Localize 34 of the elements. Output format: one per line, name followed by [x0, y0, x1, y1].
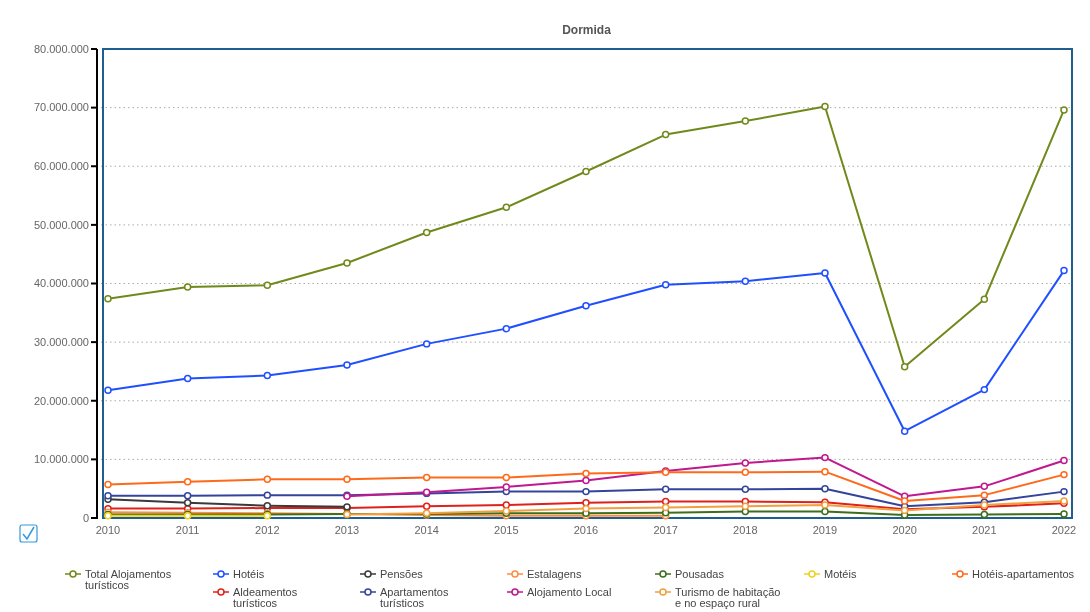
legend-label: Pensões: [380, 568, 424, 580]
y-tick-label: 60.000.000: [33, 160, 89, 173]
x-tick-label: 2013: [334, 524, 360, 536]
legend-label: Turismo de habitação e no espaço rural: [675, 586, 781, 609]
x-tick-label: 2011: [175, 524, 200, 536]
x-tick-label: 2022: [1051, 524, 1077, 536]
legend-label: Hotéis-apartamentos: [972, 568, 1075, 580]
x-tick-label: 2010: [95, 524, 121, 536]
legend-label: Alojamento Local: [527, 586, 612, 598]
legend-label: Total Alojamentos turísticos: [85, 568, 172, 591]
legend-label: Apartamentos turísticos: [380, 586, 449, 609]
y-tick-label: 10.000.000: [33, 453, 89, 466]
y-tick-label: 50.000.000: [33, 218, 89, 231]
legend-label: Aldeamentos turísticos: [233, 586, 298, 609]
legend-label: Motéis: [824, 568, 857, 580]
y-tick-label: 0: [82, 511, 89, 524]
x-tick-label: 2018: [733, 524, 758, 536]
legend-label: Pousadas: [675, 568, 725, 580]
x-tick-label: 2016: [573, 524, 599, 536]
x-tick-label: 2012: [255, 524, 280, 536]
x-tick-label: 2021: [972, 524, 997, 536]
y-tick-label: 30.000.000: [33, 335, 89, 348]
legend-label: Hotéis: [233, 568, 265, 580]
y-tick-label: 40.000.000: [33, 277, 89, 290]
legend-label: Estalagens: [527, 568, 582, 580]
x-tick-label: 2020: [892, 524, 917, 536]
y-tick-label: 70.000.000: [33, 101, 89, 114]
y-tick-label: 80.000.000: [33, 42, 89, 55]
x-tick-label: 2015: [494, 524, 519, 536]
x-tick-label: 2019: [812, 524, 838, 536]
x-tick-label: 2017: [653, 524, 678, 536]
chart-title: Dormida: [562, 23, 612, 37]
x-tick-label: 2014: [414, 524, 439, 536]
y-tick-label: 20.000.000: [33, 394, 89, 407]
